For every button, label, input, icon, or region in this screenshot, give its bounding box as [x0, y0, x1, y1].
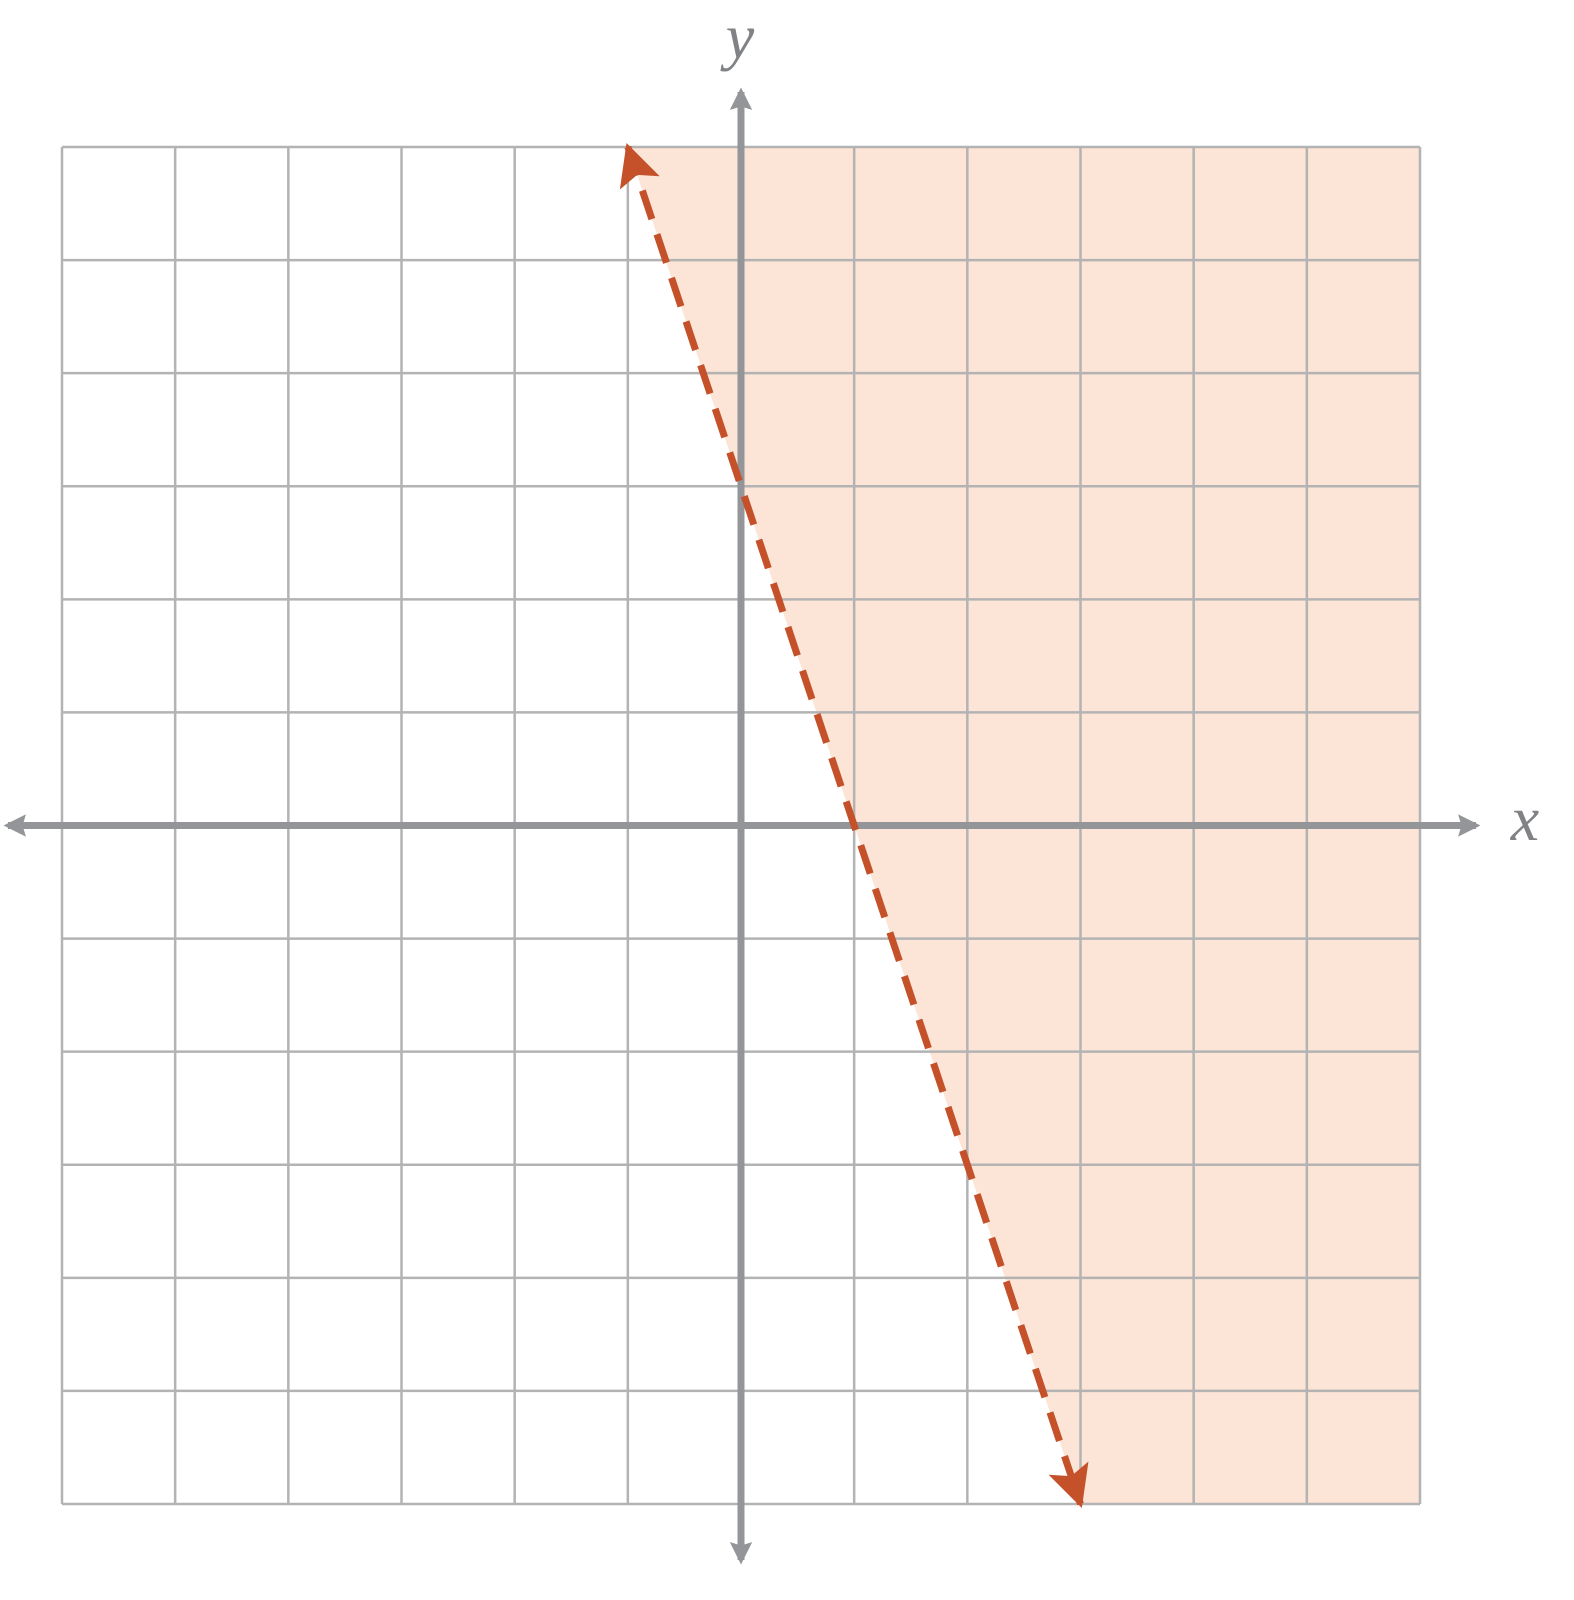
- y-axis-label: y: [720, 1, 755, 72]
- boundary-line: [619, 143, 1089, 1508]
- x-axis-label: x: [1510, 783, 1539, 854]
- line-layer: [619, 143, 1089, 1508]
